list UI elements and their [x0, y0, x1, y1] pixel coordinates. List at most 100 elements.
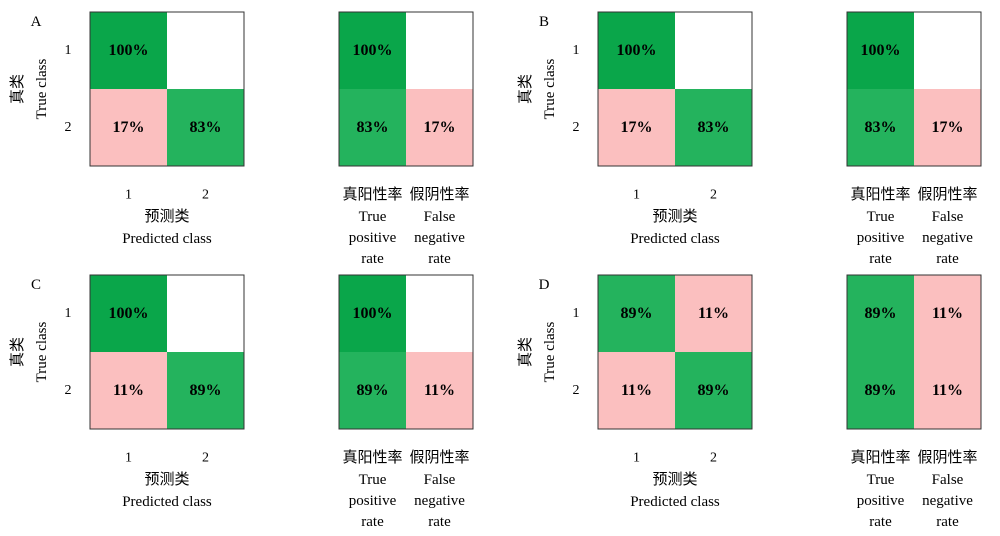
row-tick-label: 2 — [573, 383, 580, 398]
x-axis-label-en: Predicted class — [122, 494, 212, 510]
tpr-label-en: True — [359, 472, 387, 488]
col-tick-label: 2 — [710, 188, 717, 203]
y-axis-label-cn: 真类 — [8, 74, 26, 104]
confusion-cell-value: 11% — [113, 382, 144, 399]
confusion-cell — [675, 275, 752, 352]
confusion-cell — [167, 352, 244, 429]
y-axis-label-en: True class — [34, 321, 50, 382]
rate-cell — [914, 275, 981, 352]
col-tick-label: 2 — [710, 451, 717, 466]
rate-cell — [339, 275, 406, 352]
panel-label: D — [539, 277, 550, 293]
confusion-cell — [598, 352, 675, 429]
confusion-cell — [598, 12, 675, 89]
rate-cell — [847, 352, 914, 429]
fnr-label-cn: 假阴性率 — [409, 449, 469, 466]
row-tick-label: 2 — [65, 120, 72, 135]
rate-frame — [338, 274, 474, 430]
fnr-label-cn: 假阴性率 — [917, 449, 977, 466]
rate-cell — [339, 12, 406, 89]
confusion-cell — [90, 12, 167, 89]
fnr-label-en: False — [932, 472, 964, 488]
rate-cell — [847, 89, 914, 166]
confusion-cell-value: 100% — [109, 305, 149, 322]
tpr-label-en: True — [359, 209, 387, 225]
col-tick-label: 1 — [125, 451, 132, 466]
rate-cell — [914, 12, 981, 89]
col-tick-label: 1 — [125, 188, 132, 203]
fnr-label-en: rate — [936, 251, 959, 267]
panel-label: C — [31, 277, 41, 293]
confusion-cell-value: 11% — [621, 382, 652, 399]
x-axis-label-cn: 预测类 — [652, 471, 697, 488]
rate-cell-value: 100% — [353, 305, 393, 322]
row-tick-label: 1 — [573, 43, 580, 58]
confusion-cell-value: 83% — [190, 119, 222, 136]
rate-cell-value: 83% — [865, 119, 897, 136]
confusion-cell-value: 17% — [113, 119, 145, 136]
row-tick-label: 1 — [65, 43, 72, 58]
tpr-label-en: positive — [349, 493, 397, 509]
confusion-cell-value: 11% — [698, 305, 729, 322]
fnr-label-en: negative — [414, 230, 465, 246]
tpr-label-en: True — [867, 472, 895, 488]
confusion-cell — [167, 12, 244, 89]
y-axis-label-cn: 真类 — [8, 337, 26, 367]
tpr-label-cn: 真阳性率 — [342, 185, 402, 203]
rate-cell-value: 100% — [353, 42, 393, 59]
confusion-cell — [675, 12, 752, 89]
rate-cell — [339, 89, 406, 166]
y-axis-label-cn: 真类 — [516, 337, 534, 367]
tpr-label-en: rate — [869, 514, 892, 530]
tpr-label-en: positive — [857, 493, 905, 509]
rate-frame — [338, 11, 474, 167]
panel-a: A 100% 17% 83% 1 2 1 2 真类 True class 预测类 Predicted … — [8, 11, 474, 267]
rate-cell — [406, 352, 473, 429]
rate-cell — [406, 89, 473, 166]
y-axis-label-en: True class — [542, 58, 558, 119]
confusion-frame — [597, 11, 753, 167]
x-axis-label-en: Predicted class — [630, 231, 720, 247]
confusion-cell — [90, 352, 167, 429]
tpr-label-en: rate — [869, 251, 892, 267]
tpr-label-en: rate — [361, 251, 384, 267]
confusion-cell — [598, 89, 675, 166]
rate-frame — [846, 11, 982, 167]
rate-cell-value: 89% — [865, 305, 897, 322]
y-axis-label-en: True class — [542, 321, 558, 382]
confusion-cell-value: 89% — [621, 305, 653, 322]
fnr-label-en: rate — [428, 514, 451, 530]
tpr-label-en: positive — [349, 230, 397, 246]
col-tick-label: 1 — [633, 451, 640, 466]
confusion-cell — [90, 275, 167, 352]
rate-cell-value: 11% — [424, 382, 455, 399]
confusion-cell — [90, 89, 167, 166]
rate-cell-value: 83% — [357, 119, 389, 136]
panel-label: A — [31, 14, 42, 30]
rate-cell — [339, 352, 406, 429]
fnr-label-cn: 假阴性率 — [917, 186, 977, 203]
fnr-label-en: rate — [936, 514, 959, 530]
tpr-label-en: True — [867, 209, 895, 225]
rate-cell — [914, 352, 981, 429]
confusion-cell-value: 100% — [109, 42, 149, 59]
confusion-cell-value: 100% — [617, 42, 657, 59]
confusion-cell-value: 89% — [698, 382, 730, 399]
confusion-cell — [167, 89, 244, 166]
confusion-cell-value: 89% — [190, 382, 222, 399]
fnr-label-en: negative — [414, 493, 465, 509]
confusion-cell — [167, 275, 244, 352]
rate-frame — [846, 274, 982, 430]
tpr-label-cn: 真阳性率 — [850, 448, 910, 466]
rate-cell-value: 17% — [424, 119, 456, 136]
rate-cell — [406, 275, 473, 352]
tpr-label-cn: 真阳性率 — [850, 185, 910, 203]
col-tick-label: 2 — [202, 451, 209, 466]
col-tick-label: 1 — [633, 188, 640, 203]
y-axis-label-en: True class — [34, 58, 50, 119]
rate-cell — [847, 12, 914, 89]
y-axis-label-cn: 真类 — [516, 74, 534, 104]
confusion-frame — [89, 11, 245, 167]
x-axis-label-en: Predicted class — [630, 494, 720, 510]
